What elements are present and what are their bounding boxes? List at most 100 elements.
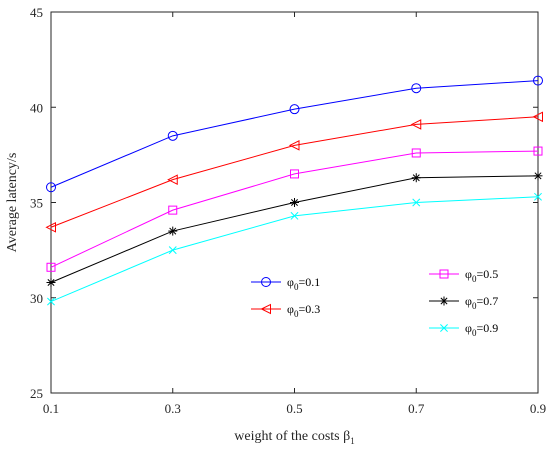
marker-shape: [290, 211, 299, 220]
x-tick-label: 0.9: [530, 401, 546, 416]
legend-label-value: =0.5: [476, 267, 498, 281]
series-layer: [45, 75, 543, 306]
y-tick-label: 30: [30, 291, 43, 306]
legend-2: φ0=0.5φ0=0.7φ0=0.9: [425, 258, 529, 345]
marker-shape: [532, 111, 543, 123]
legend-label: φ0=0.3: [287, 302, 320, 319]
series-2: [45, 111, 543, 233]
y-tick-label: 35: [30, 196, 43, 211]
legend-1: φ0=0.1φ0=0.3: [247, 266, 365, 326]
data-point: [290, 169, 299, 179]
legend-label: φ0=0.1: [287, 275, 320, 292]
legend-label: φ0=0.9: [465, 321, 498, 338]
data-point: [290, 211, 299, 220]
marker-shape: [533, 75, 543, 86]
data-point: [288, 140, 300, 151]
legend-marker: [439, 296, 449, 306]
x-axis-label-sub: 1: [350, 436, 355, 446]
marker-shape: [412, 174, 420, 182]
marker-shape: [47, 279, 55, 287]
marker-shape: [412, 198, 421, 207]
x-tick-label: 0.1: [43, 401, 59, 416]
series-3: [46, 146, 543, 272]
marker-shape: [411, 148, 421, 158]
legend-entry: φ0=0.9: [429, 321, 498, 338]
legend-entry: φ0=0.3: [251, 302, 320, 319]
legend-label-sub: 0: [294, 282, 299, 292]
legend-marker: [261, 277, 271, 287]
y-tick-label: 25: [30, 386, 43, 401]
data-point: [534, 192, 542, 201]
marker-shape: [411, 83, 422, 94]
x-axis-label-main: weight of the costs β: [234, 429, 350, 444]
legend-label-sub: 0: [294, 309, 299, 319]
legend-label-symbol: φ: [287, 275, 294, 289]
marker-shape: [290, 198, 299, 207]
marker-shape: [533, 146, 543, 156]
legend-marker: [260, 303, 271, 315]
axis-labels: weight of the costs β1 Average latency/s: [5, 153, 355, 446]
legend-label-value: =0.1: [298, 275, 320, 289]
data-point: [411, 83, 422, 94]
marker-shape: [289, 104, 300, 115]
data-point: [168, 205, 178, 215]
marker-shape: [167, 130, 178, 141]
legend-label-sub: 0: [472, 274, 477, 284]
marker-shape: [167, 174, 178, 185]
legend-label-symbol: φ: [287, 302, 294, 316]
marker-shape: [288, 140, 300, 151]
data-point: [533, 171, 543, 181]
data-point: [168, 226, 178, 236]
series-line: [50, 116, 539, 228]
legend-label-sub: 0: [472, 301, 477, 311]
marker-shape: [534, 192, 542, 201]
data-point: [410, 119, 422, 130]
marker-shape: [440, 324, 448, 332]
marker-shape: [260, 303, 271, 315]
legend-layer: φ0=0.1φ0=0.3φ0=0.5φ0=0.7φ0=0.9: [247, 258, 529, 345]
legend-box: [247, 266, 365, 326]
marker-shape: [168, 246, 177, 255]
data-point: [532, 111, 543, 123]
data-point: [47, 297, 55, 306]
y-axis-label: Average latency/s: [5, 153, 20, 253]
marker-shape: [47, 297, 55, 306]
x-tick-label: 0.7: [408, 401, 425, 416]
data-point: [411, 173, 421, 183]
legend-entry: φ0=0.1: [251, 275, 320, 292]
legend-label-symbol: φ: [465, 321, 472, 335]
legend-label: φ0=0.7: [465, 294, 498, 311]
series-4: [46, 171, 543, 288]
y-tick-label: 40: [30, 100, 43, 115]
marker-shape: [46, 262, 56, 272]
data-point: [533, 146, 543, 156]
legend-label-value: =0.7: [476, 294, 498, 308]
legend-label-symbol: φ: [465, 267, 472, 281]
data-point: [289, 104, 300, 115]
legend-marker: [439, 269, 449, 279]
x-tick-label: 0.5: [286, 401, 302, 416]
marker-shape: [440, 297, 448, 305]
data-point: [167, 174, 178, 185]
marker-shape: [410, 119, 422, 130]
data-point: [167, 130, 178, 141]
data-point: [46, 182, 56, 193]
marker-shape: [439, 269, 449, 279]
legend-label-symbol: φ: [465, 294, 472, 308]
marker-shape: [290, 169, 299, 179]
axis-ticks: 0.1 0.3 0.5 0.7 0.9 25 30 35 40 45: [30, 5, 546, 416]
data-point: [46, 278, 56, 288]
marker-shape: [45, 221, 56, 233]
y-tick-label: 45: [30, 5, 43, 20]
series-line: [50, 150, 539, 268]
marker-shape: [46, 182, 56, 193]
x-tick-label: 0.3: [165, 401, 181, 416]
series-5: [47, 192, 542, 306]
legend-entry: φ0=0.5: [429, 267, 498, 284]
legend-label-value: =0.9: [476, 321, 498, 335]
data-point: [411, 148, 421, 158]
legend-entry: φ0=0.7: [429, 294, 498, 311]
marker-shape: [168, 205, 178, 215]
